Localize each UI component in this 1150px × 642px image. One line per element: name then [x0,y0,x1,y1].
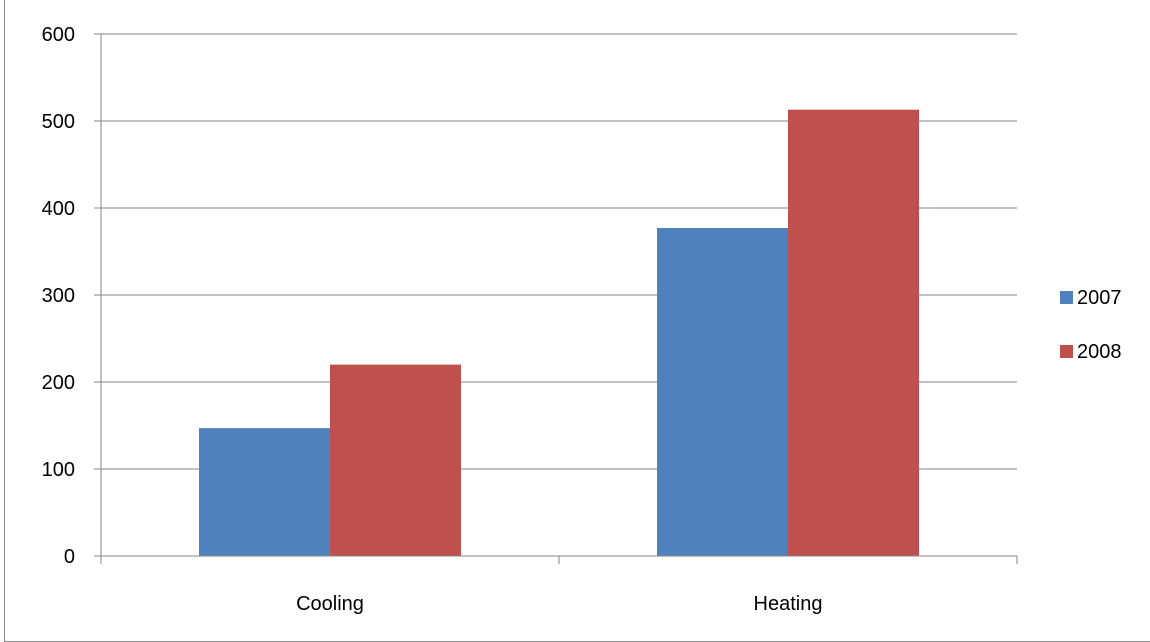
legend-swatch-2007 [1060,291,1073,304]
bar-heating-2008 [788,109,919,556]
y-tick-label-600: 600 [42,24,75,46]
y-axis-tick-labels: 0 100 200 300 400 500 600 [42,24,75,568]
legend: 2007 2008 [1060,287,1122,363]
bar-heating-2007 [657,228,788,556]
x-category-label-heating: Heating [754,593,823,615]
y-tick-label-400: 400 [42,198,75,220]
x-axis-category-labels: Cooling Heating [296,593,822,615]
legend-swatch-2008 [1060,345,1073,358]
y-tick-label-0: 0 [64,546,75,568]
y-tick-label-500: 500 [42,111,75,133]
bar-cooling-2007 [199,428,330,556]
legend-label-2008: 2008 [1077,341,1122,363]
x-category-label-cooling: Cooling [296,593,364,615]
y-tick-label-200: 200 [42,372,75,394]
bar-cooling-2008 [330,364,461,556]
y-tick-label-100: 100 [42,459,75,481]
chart-frame [4,0,1150,642]
y-tick-label-300: 300 [42,285,75,307]
axes [94,33,1018,564]
legend-label-2007: 2007 [1077,287,1122,309]
bars [199,109,919,556]
